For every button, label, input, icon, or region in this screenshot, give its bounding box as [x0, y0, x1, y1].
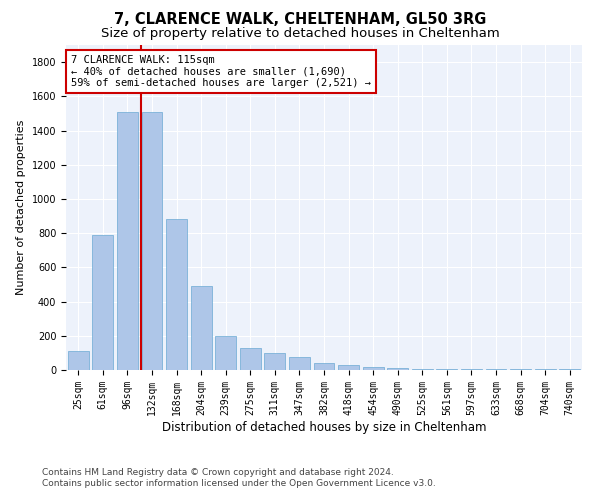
Text: Size of property relative to detached houses in Cheltenham: Size of property relative to detached ho… [101, 28, 499, 40]
Bar [338, 365, 359, 370]
Bar [142, 112, 163, 370]
Bar [436, 369, 457, 370]
Bar [485, 369, 506, 370]
Bar [117, 112, 138, 370]
Bar [559, 369, 580, 370]
Bar [412, 369, 433, 370]
Bar [265, 353, 286, 370]
Bar [92, 235, 113, 370]
X-axis label: Distribution of detached houses by size in Cheltenham: Distribution of detached houses by size … [162, 420, 486, 434]
Bar [362, 366, 383, 370]
Bar [314, 363, 334, 370]
Bar [215, 336, 236, 370]
Bar [68, 351, 89, 370]
Bar [535, 369, 556, 370]
Text: 7 CLARENCE WALK: 115sqm
← 40% of detached houses are smaller (1,690)
59% of semi: 7 CLARENCE WALK: 115sqm ← 40% of detache… [71, 54, 371, 88]
Bar [240, 348, 261, 370]
Text: 7, CLARENCE WALK, CHELTENHAM, GL50 3RG: 7, CLARENCE WALK, CHELTENHAM, GL50 3RG [114, 12, 486, 28]
Bar [289, 357, 310, 370]
Bar [166, 220, 187, 370]
Bar [387, 368, 408, 370]
Y-axis label: Number of detached properties: Number of detached properties [16, 120, 26, 295]
Bar [191, 286, 212, 370]
Text: Contains HM Land Registry data © Crown copyright and database right 2024.
Contai: Contains HM Land Registry data © Crown c… [42, 468, 436, 487]
Bar [510, 369, 531, 370]
Bar [461, 369, 482, 370]
